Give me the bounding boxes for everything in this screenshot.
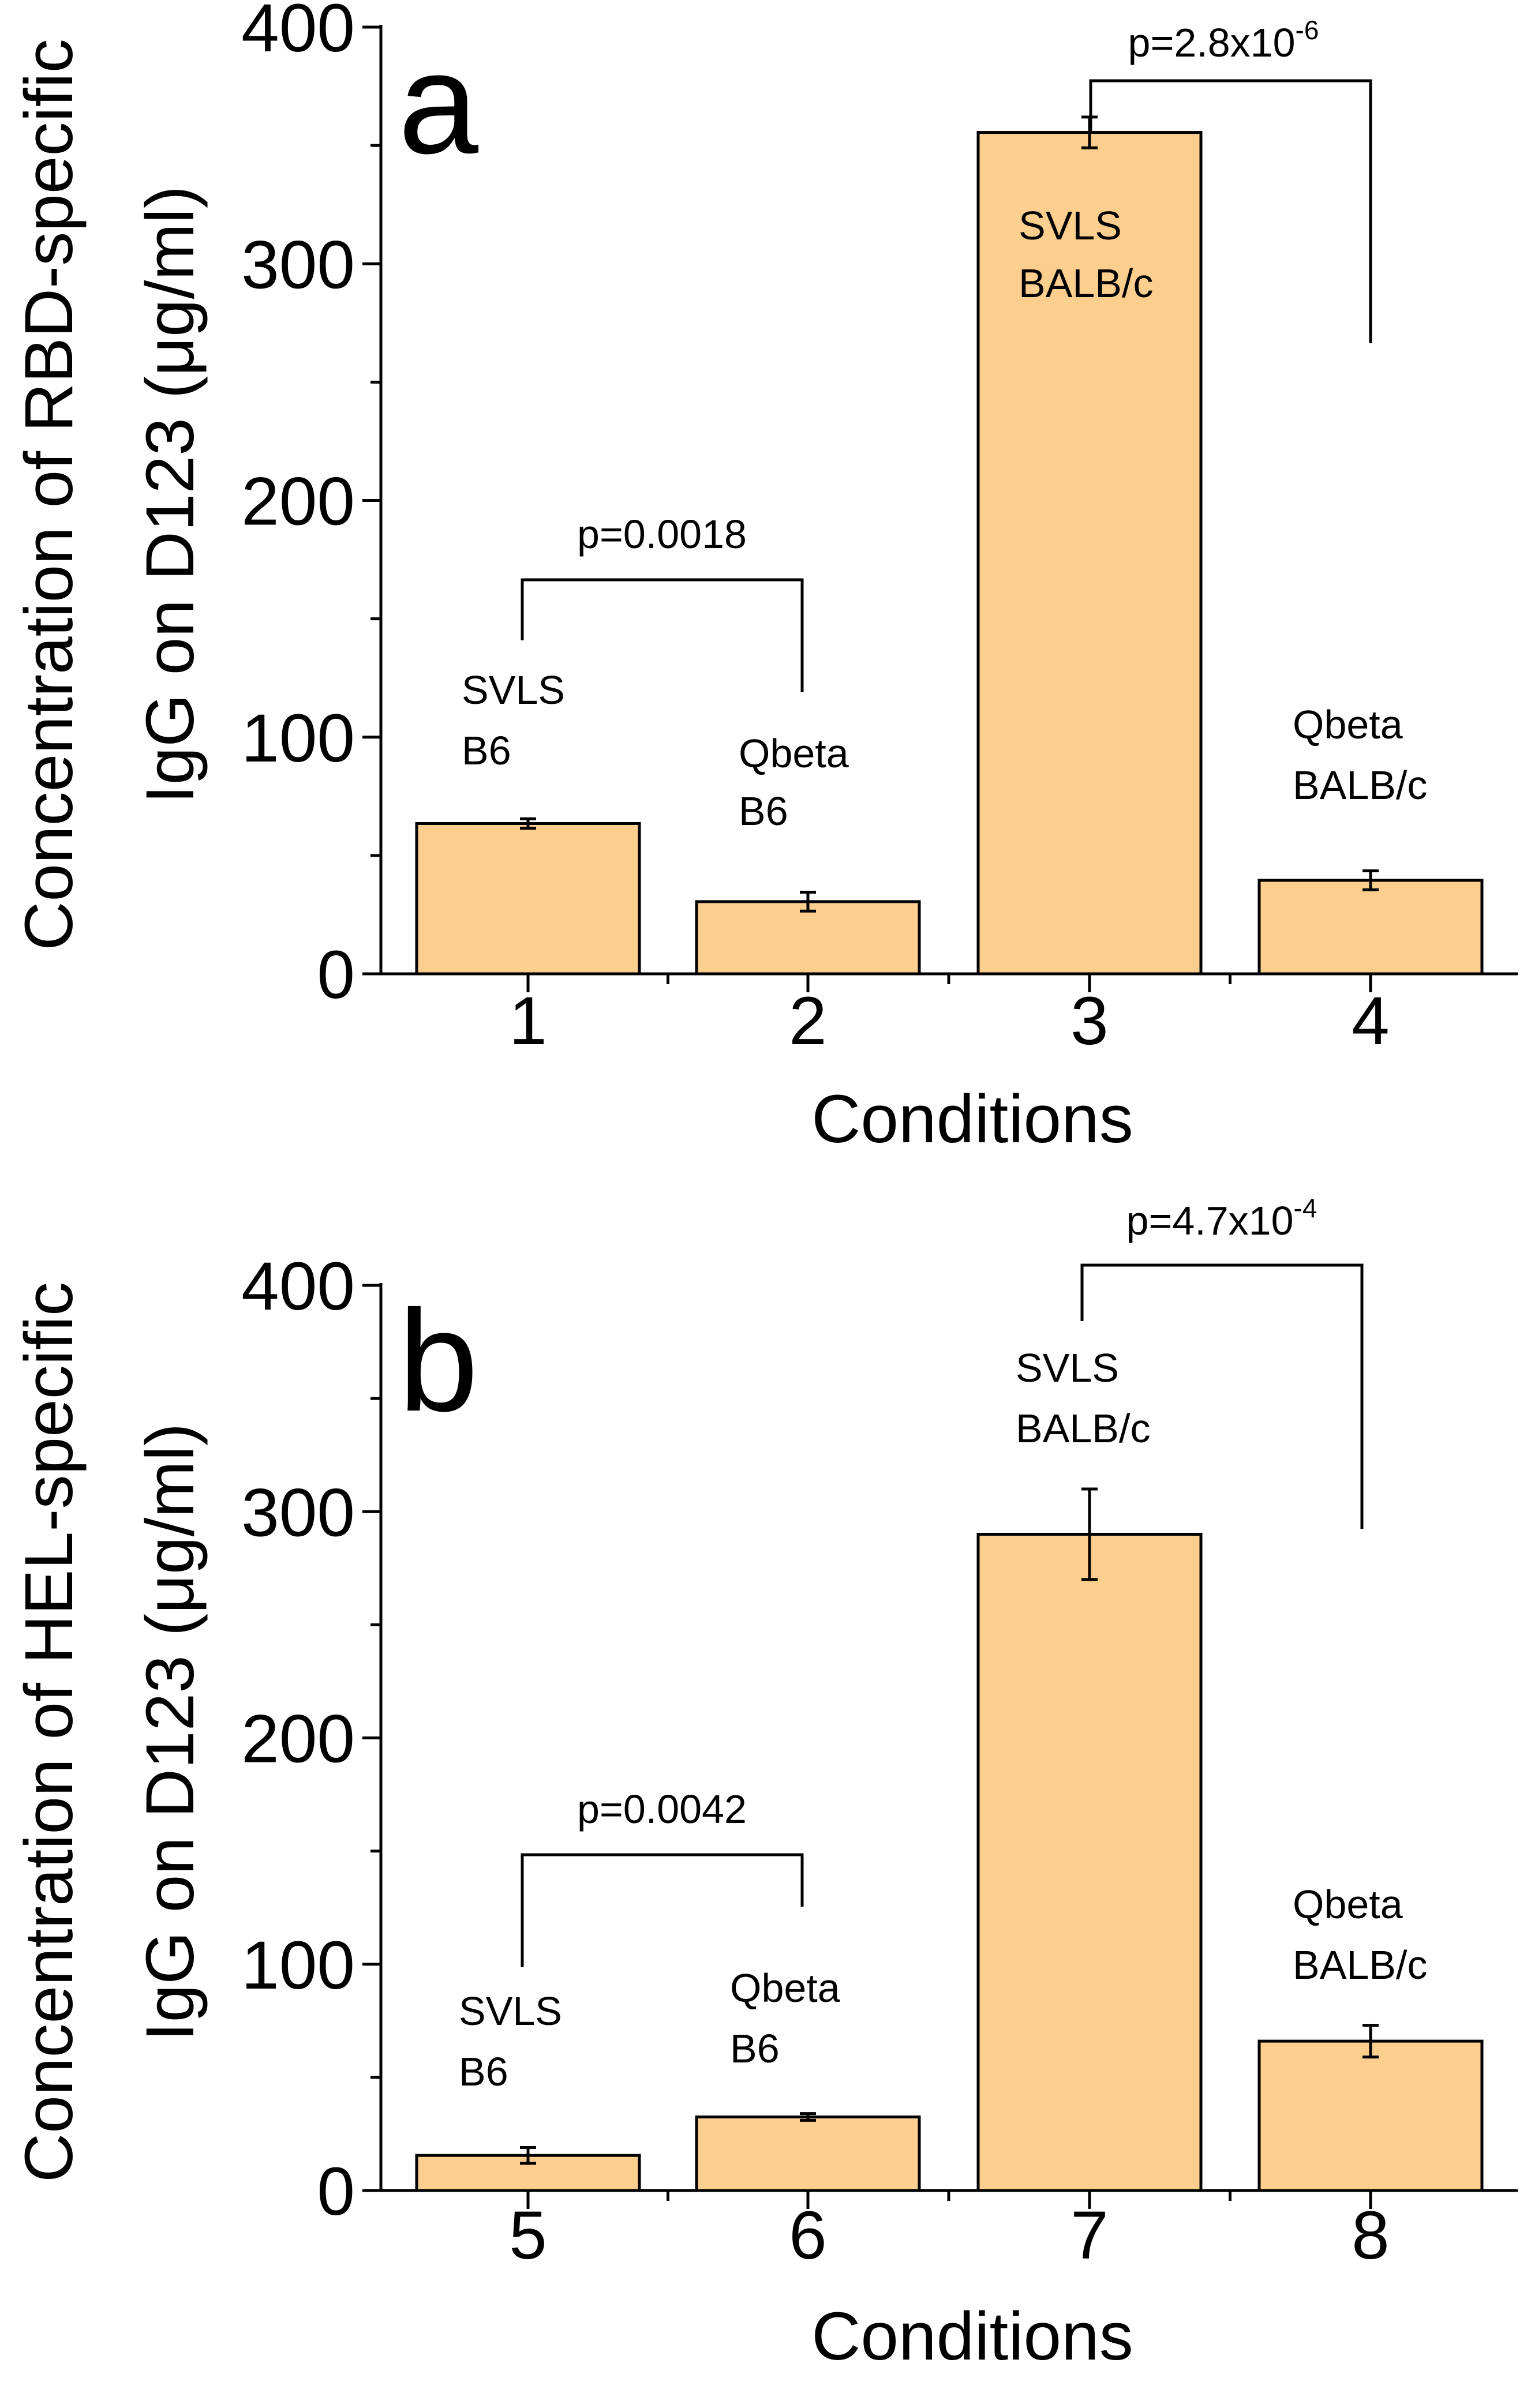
y-axis-title: IgG on D123 (μg/ml) (132, 1423, 208, 2041)
y-tick-label: 100 (241, 1927, 355, 2004)
significance-bracket (1089, 79, 1372, 343)
x-tick-label: 4 (1352, 983, 1390, 1059)
y-tick-label: 0 (317, 2154, 355, 2230)
x-tick-label: 6 (789, 2197, 827, 2274)
x-tick-label: 5 (509, 2197, 547, 2274)
bar-label: SVLS (1019, 203, 1122, 248)
x-tick-label: 1 (509, 983, 547, 1059)
bar-label: BALB/c (1019, 261, 1153, 306)
significance-label-base: p=2.8x10 (1128, 20, 1296, 65)
bar (415, 822, 641, 976)
bar-label: B6 (459, 2049, 508, 2094)
significance-bracket (521, 578, 804, 692)
significance-label: p=0.0018 (577, 512, 747, 557)
significance-bracket (1080, 1263, 1364, 1529)
y-tick-label: 0 (317, 937, 355, 1013)
significance-label-exponent: -4 (1294, 1193, 1317, 1223)
bar-label: BALB/c (1293, 1942, 1427, 1987)
x-tick-label: 8 (1352, 2197, 1390, 2274)
y-tick-label: 100 (241, 700, 355, 777)
bar-label: SVLS (462, 667, 565, 712)
significance-label: p=2.8x10-6 (1128, 15, 1319, 65)
bar-label: B6 (730, 2026, 780, 2071)
bar (1257, 879, 1484, 976)
y-tick-label: 300 (241, 227, 355, 303)
bar (695, 2116, 921, 2192)
significance-label-exponent: -6 (1296, 15, 1319, 45)
y-tick-label: 400 (241, 0, 355, 66)
bar-label: B6 (739, 789, 788, 834)
x-axis-title: Conditions (811, 2298, 1133, 2375)
y-axis-title: Concentration of RBD-specific (11, 39, 87, 951)
bar-label: Qbeta (730, 1966, 840, 2011)
bar-label: SVLS (459, 1989, 562, 2034)
x-axis-title: Conditions (811, 1081, 1133, 1157)
panel-letter: b (398, 1280, 478, 1441)
panel-a: 0 100 200 300 400 1 SVLS B6 2 Qbeta B6 3 SVLS BALB/c 4… (11, 0, 1518, 1157)
bar-label: Qbeta (739, 731, 849, 776)
bar-label: Qbeta (1293, 1882, 1403, 1927)
bar (695, 900, 921, 976)
y-tick-label: 300 (241, 1475, 355, 1551)
bar (976, 131, 1203, 976)
bar-label: BALB/c (1016, 1406, 1150, 1451)
significance-label: p=4.7x10-4 (1126, 1193, 1317, 1243)
significance-label-base: p=4.7x10 (1126, 1198, 1294, 1243)
bar (1257, 2039, 1484, 2192)
bar-label: B6 (462, 728, 511, 773)
significance-bracket (521, 1853, 804, 1967)
y-axis-title: Concentration of HEL-specific (11, 1282, 87, 2182)
panel-letter: a (398, 22, 479, 183)
x-tick-label: 3 (1070, 983, 1109, 1059)
x-tick-label: 7 (1070, 2197, 1109, 2274)
significance-label: p=0.0042 (577, 1787, 747, 1832)
y-tick-label: 200 (241, 1701, 355, 1777)
y-tick-label: 400 (241, 1248, 355, 1325)
y-tick-label: 200 (241, 464, 355, 540)
bar (976, 1532, 1203, 2192)
x-tick-label: 2 (789, 983, 827, 1059)
panel-b: 0 100 200 300 400 5 SVLS B6 6 Qbeta B6 7 SVLS BALB/c 8… (11, 1193, 1518, 2375)
y-axis-title: IgG on D123 (μg/ml) (132, 186, 208, 804)
bar-label: BALB/c (1293, 763, 1427, 808)
bar-label: SVLS (1016, 1345, 1119, 1390)
bar-label: Qbeta (1293, 702, 1403, 747)
